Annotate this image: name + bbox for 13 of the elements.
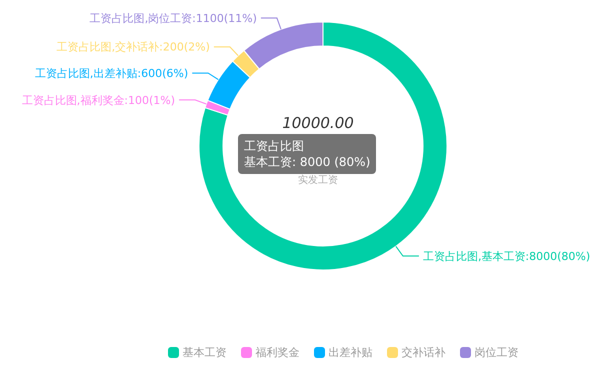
legend-label: 交补话补 [402,345,446,360]
text: 10000.00 [282,114,354,132]
legend-label: 岗位工资 [474,345,518,360]
data-label: 工资占比图,岗位工资:1100(11%) [90,12,257,25]
data-label: 工资占比图,出差补贴:600(6%) [34,66,188,80]
tooltip: 工资占比图 基本工资: 8000 (80%) [238,134,376,174]
legend-label: 基本工资 [182,345,226,360]
legend-label: 出差补贴 [328,345,372,360]
legend-label: 福利奖金 [256,345,300,360]
data-label: 工资占比图,福利奖金:100(1%) [22,94,176,107]
data-label: 工资占比图,交补话补:200(2%) [56,40,210,54]
text: 实发工资 [298,174,338,186]
data-label: 工资占比图,基本工资:8000(80%) [422,250,590,263]
